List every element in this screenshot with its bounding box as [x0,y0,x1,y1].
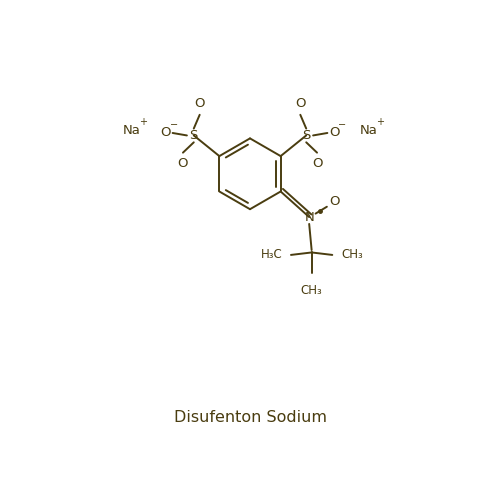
Text: O: O [329,126,340,140]
Text: Na: Na [360,124,378,137]
Text: Na: Na [122,124,140,137]
Text: O: O [178,158,188,170]
Text: O: O [160,126,171,140]
Text: Disufenton Sodium: Disufenton Sodium [174,410,326,424]
Text: O: O [194,97,205,110]
Text: −: − [170,120,177,130]
Text: CH₃: CH₃ [301,284,322,298]
Text: N: N [304,210,314,224]
Text: O: O [295,97,306,110]
Text: O: O [312,158,322,170]
Text: S: S [190,129,198,142]
Text: −: − [338,120,346,130]
Text: S: S [302,129,310,142]
Text: O: O [330,196,340,208]
Text: CH₃: CH₃ [341,248,363,262]
Text: +: + [139,116,147,126]
Text: H₃C: H₃C [260,248,282,262]
Text: +: + [376,116,384,126]
